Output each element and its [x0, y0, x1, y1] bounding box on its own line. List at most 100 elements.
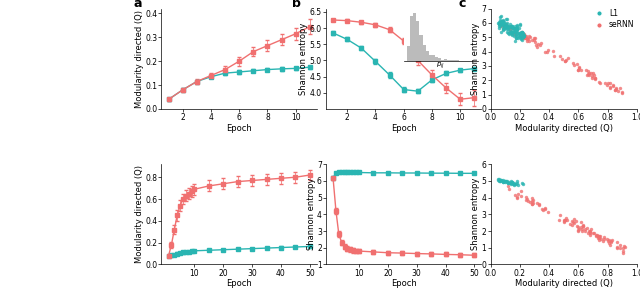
Point	[569, 63, 579, 68]
Point	[557, 56, 568, 61]
Point	[520, 36, 530, 40]
Point	[498, 179, 508, 184]
Point	[604, 240, 614, 245]
X-axis label: Modularity directed (Q): Modularity directed (Q)	[515, 123, 612, 133]
Point	[568, 216, 579, 221]
Point	[499, 17, 509, 22]
Y-axis label: Modularity directed (Q): Modularity directed (Q)	[135, 165, 144, 263]
Point	[573, 68, 583, 73]
Point	[503, 31, 513, 36]
Point	[501, 22, 511, 27]
Point	[510, 33, 520, 38]
Point	[529, 36, 540, 41]
Point	[514, 30, 524, 35]
Point	[566, 219, 577, 224]
Y-axis label: Modularity directed (Q): Modularity directed (Q)	[135, 10, 144, 108]
Point	[518, 32, 529, 36]
Point	[503, 181, 513, 185]
Point	[513, 35, 523, 40]
Point	[498, 26, 508, 31]
Point	[516, 31, 526, 35]
Point	[506, 181, 516, 186]
Point	[511, 29, 521, 34]
Point	[548, 53, 559, 58]
Point	[540, 206, 550, 211]
Point	[589, 75, 600, 80]
Point	[528, 201, 538, 205]
Point	[589, 231, 600, 235]
Point	[506, 180, 516, 185]
Point	[605, 81, 615, 85]
Point	[508, 30, 518, 35]
Point	[559, 219, 570, 224]
Point	[603, 81, 613, 85]
Point	[527, 199, 538, 203]
Point	[495, 20, 506, 25]
Point	[493, 178, 504, 183]
Point	[559, 220, 570, 224]
Point	[511, 181, 522, 186]
Point	[496, 21, 506, 25]
Point	[506, 179, 516, 184]
Point	[512, 26, 522, 31]
Point	[574, 66, 584, 70]
Point	[572, 223, 582, 228]
Point	[518, 33, 529, 38]
Point	[564, 222, 575, 226]
Point	[516, 29, 527, 34]
Point	[579, 223, 589, 227]
Point	[519, 34, 529, 39]
X-axis label: Epoch: Epoch	[391, 279, 417, 288]
Point	[493, 21, 503, 25]
Point	[513, 31, 523, 36]
Point	[527, 38, 537, 42]
Point	[503, 27, 513, 32]
Y-axis label: Shannon entropy: Shannon entropy	[471, 23, 480, 95]
Point	[532, 45, 543, 49]
Point	[537, 207, 547, 211]
Point	[615, 243, 625, 248]
Point	[511, 36, 521, 40]
Point	[517, 29, 527, 34]
Y-axis label: Shannon entropy: Shannon entropy	[307, 178, 316, 251]
Point	[588, 231, 598, 235]
Point	[506, 30, 516, 35]
Point	[540, 206, 550, 211]
Point	[595, 80, 605, 85]
Point	[497, 28, 508, 32]
Point	[524, 39, 534, 44]
Point	[500, 180, 510, 185]
Point	[508, 181, 518, 186]
Point	[559, 58, 570, 63]
Point	[511, 34, 522, 38]
Point	[513, 192, 523, 197]
Point	[518, 36, 529, 40]
Point	[531, 43, 541, 48]
Point	[511, 26, 521, 31]
Point	[504, 25, 514, 30]
Point	[499, 21, 509, 25]
Point	[572, 225, 582, 229]
Point	[595, 237, 605, 241]
Point	[500, 179, 510, 183]
Point	[590, 76, 600, 81]
Point	[593, 235, 603, 240]
Point	[507, 24, 517, 29]
Point	[563, 56, 573, 61]
Point	[503, 180, 513, 185]
Point	[618, 246, 628, 251]
Point	[499, 179, 509, 184]
Point	[548, 49, 559, 53]
Point	[512, 23, 522, 28]
Point	[586, 227, 596, 231]
Point	[511, 28, 521, 32]
Point	[497, 21, 508, 26]
Point	[605, 86, 615, 90]
Point	[515, 33, 525, 37]
Point	[495, 18, 505, 23]
Point	[503, 24, 513, 29]
Point	[611, 87, 621, 92]
Point	[512, 195, 522, 199]
Point	[515, 193, 525, 198]
Point	[516, 35, 527, 39]
